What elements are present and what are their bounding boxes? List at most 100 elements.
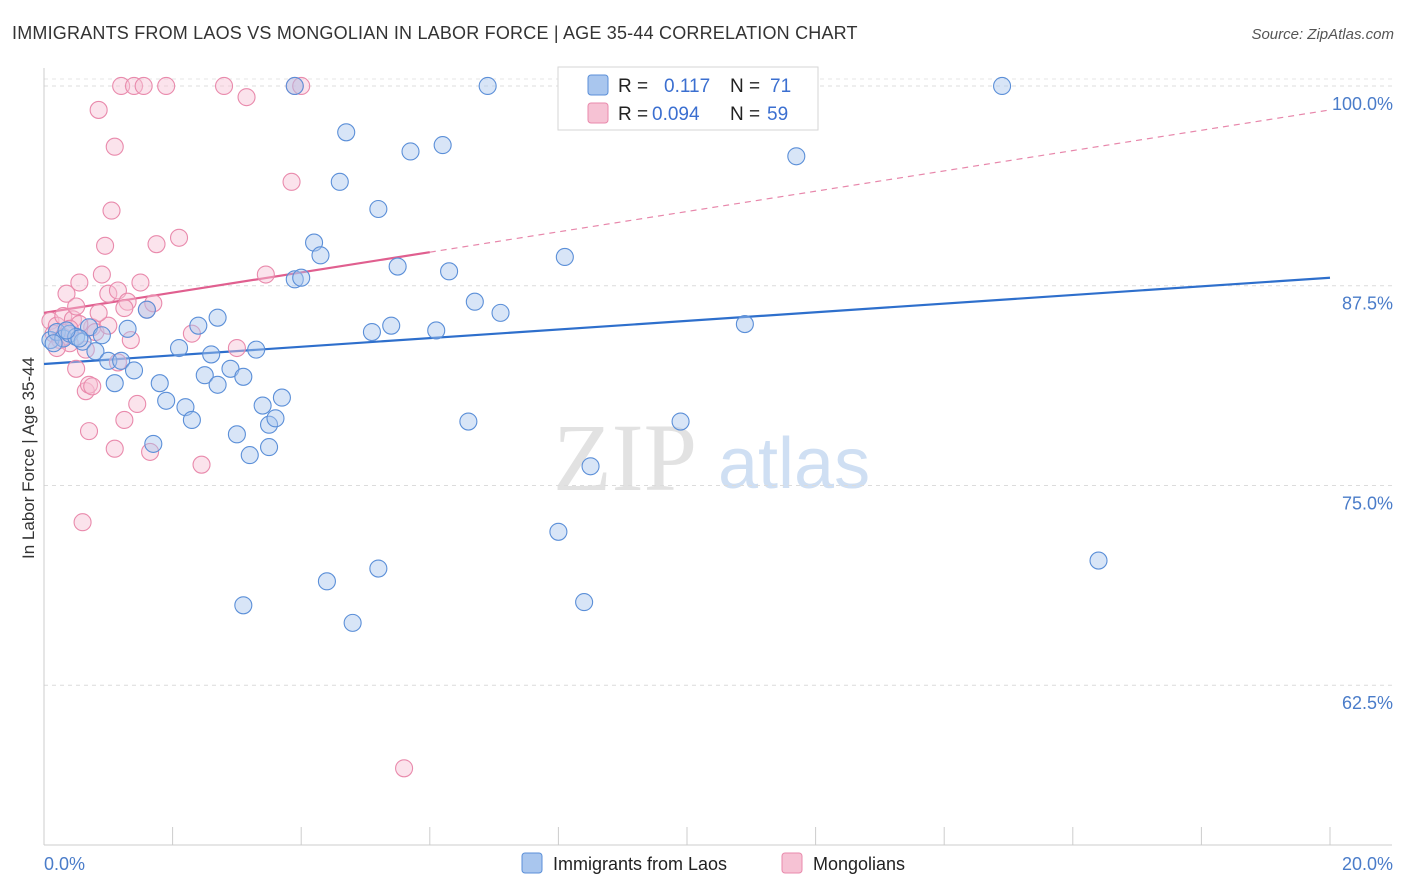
watermark-zip: ZIP [553, 404, 697, 511]
point-0-35 [266, 409, 285, 428]
legend-r-value-mongolians: 0.094 [652, 104, 700, 125]
point-1-48 [292, 76, 311, 96]
point-0-58 [491, 303, 510, 322]
legend-n-value-laos: 71 [770, 76, 791, 97]
point-0-56 [465, 292, 484, 311]
point-0-21 [189, 316, 208, 335]
point-0-38 [285, 270, 304, 289]
point-0-48 [369, 559, 388, 578]
point-0-23 [202, 345, 221, 364]
point-1-24 [105, 439, 124, 458]
point-0-31 [247, 340, 266, 359]
point-0-47 [369, 199, 388, 219]
point-0-9 [99, 351, 118, 370]
point-0-43 [330, 172, 349, 191]
point-0-14 [137, 300, 156, 319]
point-1-11 [73, 513, 92, 532]
point-0-17 [157, 391, 176, 410]
legend-swatch-laos [587, 74, 609, 96]
watermark: ZIP atlas [553, 404, 870, 511]
stats-legend: R = 0.117 N = 71 R = 0.094 N = 59 [557, 66, 819, 131]
legend-r-label-laos: R = [618, 76, 648, 97]
legend-swatch-mongolians [587, 102, 609, 124]
trend-lines [43, 109, 1331, 366]
point-0-45 [343, 613, 362, 632]
y-axis-label: In Labor Force | Age 35-44 [19, 357, 38, 559]
point-1-43 [227, 338, 246, 358]
point-1-36 [144, 294, 163, 313]
point-1-17 [89, 100, 108, 119]
point-1-41 [192, 455, 211, 474]
y-tick-label-3: 62.5% [1342, 693, 1393, 713]
y-tick-label-2: 75.0% [1342, 493, 1393, 513]
point-1-39 [169, 228, 189, 247]
point-0-41 [311, 246, 330, 265]
point-1-26 [112, 76, 131, 96]
trend-line-1 [43, 251, 430, 314]
point-0-62 [581, 457, 600, 476]
point-0-68 [44, 334, 63, 353]
point-1-8 [67, 297, 86, 316]
legend-r-label-mongolians: R = [618, 104, 648, 125]
point-0-26 [221, 359, 240, 378]
point-0-59 [549, 522, 568, 541]
point-0-22 [195, 366, 214, 385]
point-0-49 [382, 316, 401, 335]
point-0-57 [478, 76, 497, 96]
point-1-44 [237, 88, 256, 107]
point-0-65 [787, 147, 806, 166]
point-1-45 [256, 265, 275, 284]
point-0-63 [671, 412, 690, 431]
legend-n-label-laos: N = [730, 76, 760, 97]
chart-title: IMMIGRANTS FROM LAOS VS MONGOLIAN IN LAB… [12, 23, 858, 43]
point-0-50 [388, 257, 407, 276]
point-0-69 [70, 329, 89, 348]
point-1-20 [99, 284, 118, 303]
y-tick-label-0: 100.0% [1332, 94, 1393, 114]
point-1-54 [89, 303, 108, 322]
point-0-10 [105, 374, 124, 393]
trend-line-extension-1 [429, 109, 1331, 253]
tick-labels: 100.0% 87.5% 75.0% 62.5% 0.0% 20.0% [44, 94, 1393, 874]
point-1-37 [147, 235, 166, 254]
point-0-32 [253, 396, 272, 415]
point-0-25 [208, 308, 227, 327]
point-1-31 [128, 394, 147, 414]
point-0-27 [227, 425, 246, 444]
point-0-29 [240, 446, 259, 465]
point-0-64 [735, 315, 754, 334]
point-0-66 [993, 76, 1012, 96]
point-0-55 [459, 412, 478, 431]
point-0-67 [1089, 551, 1108, 570]
point-0-44 [337, 123, 356, 142]
point-0-8 [92, 326, 111, 345]
series-legend: Immigrants from Laos Mongolians [521, 852, 905, 874]
point-1-32 [131, 273, 150, 292]
point-0-12 [118, 319, 137, 338]
legend-r-value-laos: 0.117 [664, 76, 710, 97]
point-0-16 [150, 374, 169, 393]
point-0-61 [575, 593, 594, 612]
point-1-21 [99, 316, 118, 335]
point-0-24 [208, 375, 227, 394]
point-0-11 [112, 351, 131, 370]
point-0-30 [234, 367, 253, 386]
point-1-33 [134, 76, 153, 96]
point-1-23 [105, 137, 124, 156]
point-1-13 [79, 375, 99, 394]
y-tick-label-1: 87.5% [1342, 294, 1393, 314]
point-0-39 [292, 268, 311, 287]
point-1-5 [57, 284, 76, 303]
axes [43, 68, 1392, 846]
series-legend-swatch-laos [521, 852, 543, 874]
point-0-42 [317, 572, 336, 591]
point-0-53 [433, 136, 452, 155]
point-0-28 [234, 596, 253, 615]
point-0-54 [440, 262, 459, 281]
point-1-38 [157, 76, 176, 96]
data-points [41, 76, 1108, 778]
trend-line-0 [43, 276, 1331, 366]
point-1-18 [92, 265, 111, 284]
point-1-9 [67, 359, 86, 378]
